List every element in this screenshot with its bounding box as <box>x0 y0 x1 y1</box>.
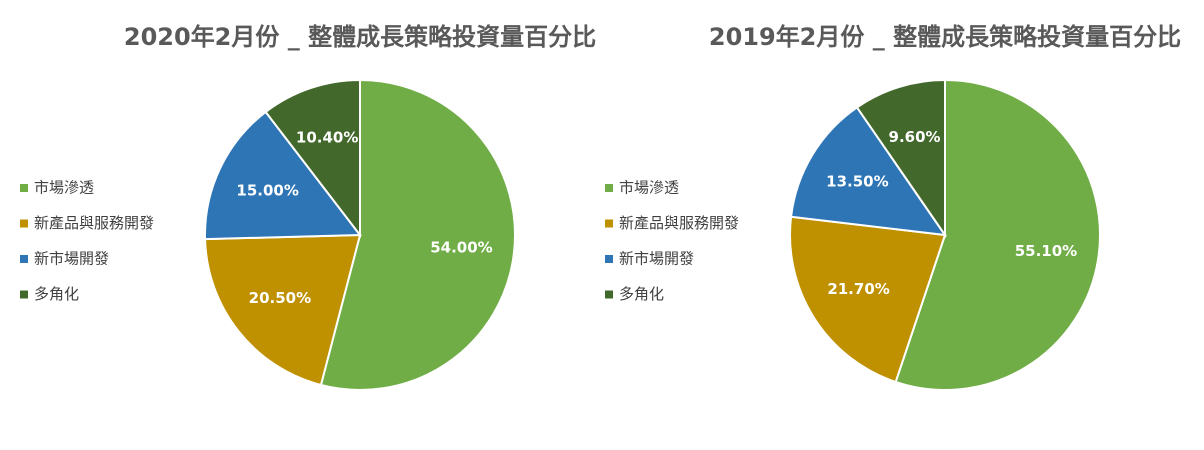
pie-slice <box>204 110 362 241</box>
value-label: 55.10% <box>1015 242 1077 260</box>
legend-swatch <box>605 219 613 228</box>
value-label: 10.40% <box>296 129 358 147</box>
pie-slice <box>789 215 947 384</box>
value-label: 21.70% <box>827 280 889 298</box>
legend-label: 新市場開發 <box>34 250 109 268</box>
legend-label: 新產品與服務開發 <box>619 214 739 232</box>
chart-title: 2020年2月份 _ 整體成長策略投資量百分比 <box>124 23 596 51</box>
value-label: 54.00% <box>430 238 492 256</box>
legend-label: 新市場開發 <box>619 250 694 268</box>
legend-label: 多角化 <box>619 285 664 303</box>
legend-swatch <box>20 290 28 299</box>
pie-slice <box>855 78 946 239</box>
legend-swatch <box>20 219 28 228</box>
value-label: 9.60% <box>889 128 941 146</box>
legend-swatch <box>20 255 28 263</box>
legend-swatch <box>605 184 613 192</box>
legend-label: 新產品與服務開發 <box>34 214 154 232</box>
legend-swatch <box>20 184 28 192</box>
pie-slice <box>264 78 361 238</box>
legend-label: 市場滲透 <box>619 179 679 197</box>
pie-slice <box>204 233 362 387</box>
pie-slice <box>894 78 1101 391</box>
value-label: 13.50% <box>826 173 888 191</box>
legend-swatch <box>605 290 613 299</box>
chart-title: 2019年2月份 _ 整體成長策略投資量百分比 <box>709 23 1181 51</box>
legend-label: 多角化 <box>34 285 79 303</box>
legend-label: 市場滲透 <box>34 179 94 197</box>
value-label: 15.00% <box>236 181 298 199</box>
value-label: 20.50% <box>249 289 311 307</box>
pie-slice <box>789 106 948 237</box>
legend-swatch <box>605 255 613 263</box>
pie-slice <box>319 78 516 391</box>
